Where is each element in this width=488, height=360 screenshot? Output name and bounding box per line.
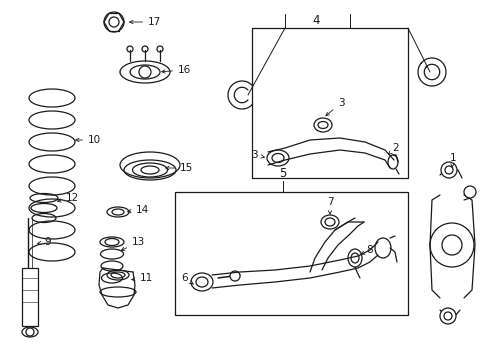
Text: 12: 12 [58,193,79,203]
Circle shape [439,308,455,324]
Text: 10: 10 [76,135,101,145]
Bar [251,28,407,178]
Text: 9: 9 [38,237,51,247]
Text: 13: 13 [121,237,145,251]
Text: 11: 11 [131,273,153,283]
Circle shape [463,186,475,198]
Circle shape [229,271,240,281]
Circle shape [429,223,473,267]
Text: 4: 4 [312,14,319,27]
Bar [22,268,38,326]
Bar [175,192,407,315]
Circle shape [104,12,124,32]
Text: 6: 6 [181,273,193,284]
Text: 3: 3 [325,98,344,116]
Text: 8: 8 [360,245,372,255]
Text: 7: 7 [326,197,333,214]
Text: 1: 1 [449,153,455,167]
Text: 14: 14 [127,205,149,215]
Text: 3: 3 [251,150,264,160]
Text: 5: 5 [279,167,286,180]
Text: 2: 2 [388,143,398,154]
Text: 16: 16 [162,65,191,75]
Text: 15: 15 [165,163,193,173]
Ellipse shape [124,160,176,180]
Ellipse shape [120,61,170,83]
Text: 17: 17 [129,17,161,27]
Circle shape [440,162,456,178]
